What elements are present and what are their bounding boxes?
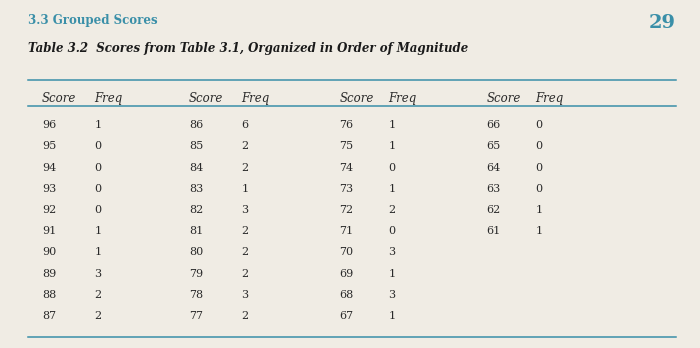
- Text: Freq: Freq: [536, 92, 564, 105]
- Text: Score: Score: [340, 92, 374, 105]
- Text: 0: 0: [536, 120, 542, 130]
- Text: Score: Score: [189, 92, 223, 105]
- Text: 0: 0: [389, 226, 396, 236]
- Text: 85: 85: [189, 141, 203, 151]
- Text: 82: 82: [189, 205, 203, 215]
- Text: 77: 77: [189, 311, 203, 321]
- Text: 68: 68: [340, 290, 354, 300]
- Text: 71: 71: [340, 226, 354, 236]
- Text: 0: 0: [536, 163, 542, 173]
- Text: 86: 86: [189, 120, 203, 130]
- Text: 1: 1: [536, 226, 542, 236]
- Text: 1: 1: [389, 269, 396, 279]
- Text: 90: 90: [42, 247, 56, 258]
- Text: 3: 3: [389, 247, 396, 258]
- Text: 1: 1: [389, 120, 396, 130]
- Text: 84: 84: [189, 163, 203, 173]
- Text: 1: 1: [94, 226, 101, 236]
- Text: 88: 88: [42, 290, 56, 300]
- Text: 0: 0: [94, 184, 101, 194]
- Text: 66: 66: [486, 120, 500, 130]
- Text: Score: Score: [486, 92, 521, 105]
- Text: 61: 61: [486, 226, 500, 236]
- Text: Freq: Freq: [241, 92, 270, 105]
- Text: 2: 2: [94, 311, 101, 321]
- Text: 73: 73: [340, 184, 354, 194]
- Text: 0: 0: [94, 205, 101, 215]
- Text: 29: 29: [648, 14, 676, 32]
- Text: Score: Score: [42, 92, 76, 105]
- Text: 64: 64: [486, 163, 500, 173]
- Text: 62: 62: [486, 205, 500, 215]
- Text: Table 3.2  Scores from Table 3.1, Organized in Order of Magnitude: Table 3.2 Scores from Table 3.1, Organiz…: [28, 42, 468, 55]
- Text: 2: 2: [241, 269, 248, 279]
- Text: 65: 65: [486, 141, 500, 151]
- Text: 2: 2: [94, 290, 101, 300]
- Text: 79: 79: [189, 269, 203, 279]
- Text: 0: 0: [94, 163, 101, 173]
- Text: 2: 2: [241, 163, 248, 173]
- Text: 81: 81: [189, 226, 203, 236]
- Text: Freq: Freq: [94, 92, 122, 105]
- Text: 3: 3: [241, 290, 248, 300]
- Text: 1: 1: [389, 141, 396, 151]
- Text: 0: 0: [536, 141, 542, 151]
- Text: 80: 80: [189, 247, 203, 258]
- Text: 76: 76: [340, 120, 354, 130]
- Text: 1: 1: [389, 311, 396, 321]
- Text: 92: 92: [42, 205, 56, 215]
- Text: 72: 72: [340, 205, 354, 215]
- Text: 1: 1: [94, 120, 101, 130]
- Text: 1: 1: [94, 247, 101, 258]
- Text: 3: 3: [241, 205, 248, 215]
- Text: 3.3 Grouped Scores: 3.3 Grouped Scores: [28, 14, 158, 27]
- Text: 75: 75: [340, 141, 354, 151]
- Text: 87: 87: [42, 311, 56, 321]
- Text: 94: 94: [42, 163, 56, 173]
- Text: 6: 6: [241, 120, 248, 130]
- Text: 1: 1: [389, 184, 396, 194]
- Text: 2: 2: [241, 247, 248, 258]
- Text: 1: 1: [536, 205, 542, 215]
- Text: 63: 63: [486, 184, 500, 194]
- Text: 3: 3: [94, 269, 101, 279]
- Text: 0: 0: [94, 141, 101, 151]
- Text: 74: 74: [340, 163, 354, 173]
- Text: 2: 2: [241, 226, 248, 236]
- Text: 83: 83: [189, 184, 203, 194]
- Text: 89: 89: [42, 269, 56, 279]
- Text: 69: 69: [340, 269, 354, 279]
- Text: 2: 2: [241, 311, 248, 321]
- Text: 1: 1: [241, 184, 248, 194]
- Text: 2: 2: [241, 141, 248, 151]
- Text: 70: 70: [340, 247, 354, 258]
- Text: 0: 0: [536, 184, 542, 194]
- Text: 95: 95: [42, 141, 56, 151]
- Text: 93: 93: [42, 184, 56, 194]
- Text: Freq: Freq: [389, 92, 416, 105]
- Text: 67: 67: [340, 311, 354, 321]
- Text: 96: 96: [42, 120, 56, 130]
- Text: 0: 0: [389, 163, 396, 173]
- Text: 78: 78: [189, 290, 203, 300]
- Text: 91: 91: [42, 226, 56, 236]
- Text: 2: 2: [389, 205, 396, 215]
- Text: 3: 3: [389, 290, 396, 300]
